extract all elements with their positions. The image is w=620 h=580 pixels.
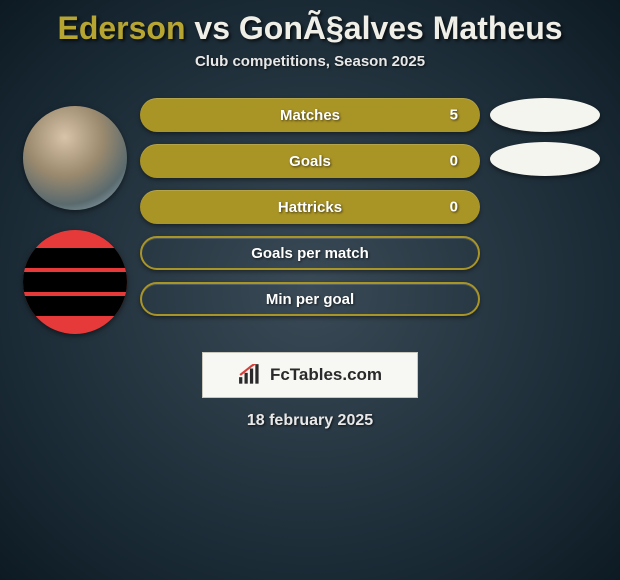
player1-avatar [23,106,127,210]
page-title: Ederson vs GonÃ§alves Matheus [0,0,620,47]
stat-label: Min per goal [266,291,354,308]
subtitle: Club competitions, Season 2025 [0,53,620,70]
logo-text: FcTables.com [270,365,382,385]
title-player1: Ederson [57,10,185,46]
generation-date: 18 february 2025 [0,412,620,430]
stat-label: Goals [289,153,331,170]
stat-value: 0 [450,199,458,216]
right-oval-column [490,98,600,176]
left-avatar-column [20,98,130,334]
stat-pill: Hattricks 0 [140,190,480,224]
stat-value: 5 [450,107,458,124]
stat-pill: Goals 0 [140,144,480,178]
fctables-logo[interactable]: FcTables.com [202,352,418,398]
stat-pill-list: Matches 5 Goals 0 Hattricks 0 Goals per match M… [140,98,480,316]
stat-pill: Goals per match [140,236,480,270]
title-vs: vs [186,10,239,46]
stat-pill: Matches 5 [140,98,480,132]
stat-value: 0 [450,153,458,170]
player1-club-badge [23,230,127,334]
stat-pill: Min per goal [140,282,480,316]
chart-bars-icon [238,364,264,386]
comparison-content: Matches 5 Goals 0 Hattricks 0 Goals per match M… [0,70,620,334]
player2-stat-oval [490,98,600,132]
stat-label: Matches [280,107,340,124]
title-player2: GonÃ§alves Matheus [239,10,563,46]
stat-label: Goals per match [251,245,369,262]
player2-stat-oval [490,142,600,176]
stat-label: Hattricks [278,199,342,216]
